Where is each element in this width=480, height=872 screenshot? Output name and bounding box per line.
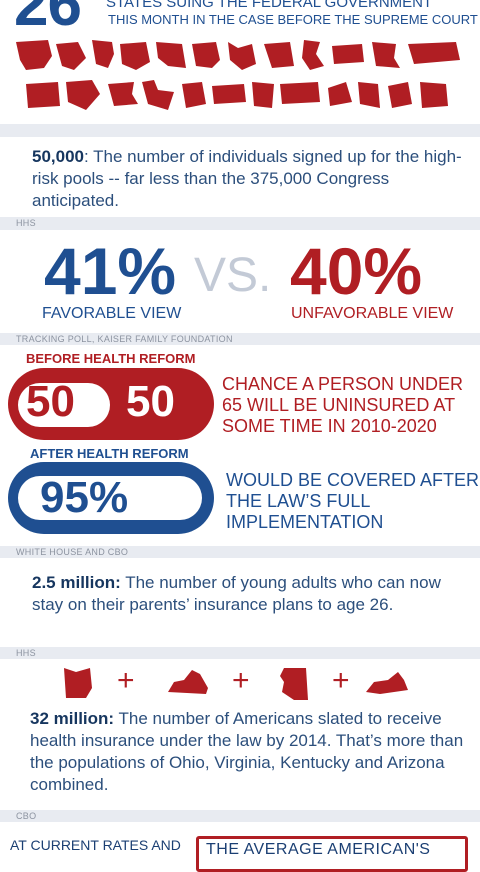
stat-32-number: 32 million: [30,709,115,728]
stat-young-adults: 2.5 million: The number of young adults … [32,572,452,616]
stat-32-text: The number of Americans slated to receiv… [30,709,464,794]
stat-highrisk-text: : The number of individuals signed up fo… [32,147,462,210]
stat-highrisk-pools: 50,000: The number of individuals signed… [32,146,472,212]
source-hhs: HHS [16,218,36,228]
header-line1: STATES SUING THE FEDERAL GOVERNMENT [106,0,433,11]
after-reform-header: AFTER HEALTH REFORM [30,446,189,461]
source-poll: TRACKING POLL, KAISER FAMILY FOUNDATION [16,334,233,344]
unfavorable-percent: 40% [290,234,423,308]
after-description: WOULD BE COVERED AFTER THE LAW’S FULL IM… [226,470,480,532]
before-left-number: 50 [26,377,75,426]
bottom-left-text: AT CURRENT RATES AND [10,837,181,853]
plus-sign: + [232,664,250,697]
before-pill-inner [18,383,110,427]
versus-label: VS. [194,249,272,302]
section-divider [0,217,480,230]
big-number-26: 26 [14,0,82,39]
virginia-shape [168,670,208,694]
stat-young-number: 2.5 million: [32,573,121,592]
after-percent: 95% [40,473,129,522]
source-cbo: CBO [16,811,37,821]
stat-32-million: 32 million: The number of Americans slat… [30,708,476,796]
source-hhs: HHS [16,648,36,658]
source-white-house-cbo: WHITE HOUSE AND CBO [16,547,129,557]
before-reform-header: BEFORE HEALTH REFORM [26,351,196,366]
section-divider [0,647,480,659]
section-divider [0,546,480,558]
kentucky-shape [366,672,408,694]
favorable-label: FAVORABLE VIEW [42,305,182,322]
stat-young-text: The number of young adults who can now s… [32,573,441,614]
ohio-shape [64,668,92,698]
plus-sign: + [117,664,135,697]
bottom-box-text: THE AVERAGE AMERICAN'S [206,841,431,858]
favorable-percent: 41% [44,234,177,308]
suing-states-map [16,40,460,110]
plus-sign: + [332,664,350,697]
unfavorable-label: UNFAVORABLE VIEW [291,305,454,322]
stat-highrisk-number: 50,000 [32,147,84,166]
section-divider [0,810,480,822]
before-description: CHANCE A PERSON UNDER 65 WILL BE UNINSUR… [222,374,464,436]
header-line2: THIS MONTH IN THE CASE BEFORE THE SUPREM… [108,12,478,27]
section-divider [0,124,480,137]
before-right-number: 50 [126,377,175,426]
arizona-shape [280,668,308,700]
section-divider [0,333,480,345]
after-pill-inner [18,476,202,520]
states-sum-row [64,668,408,700]
